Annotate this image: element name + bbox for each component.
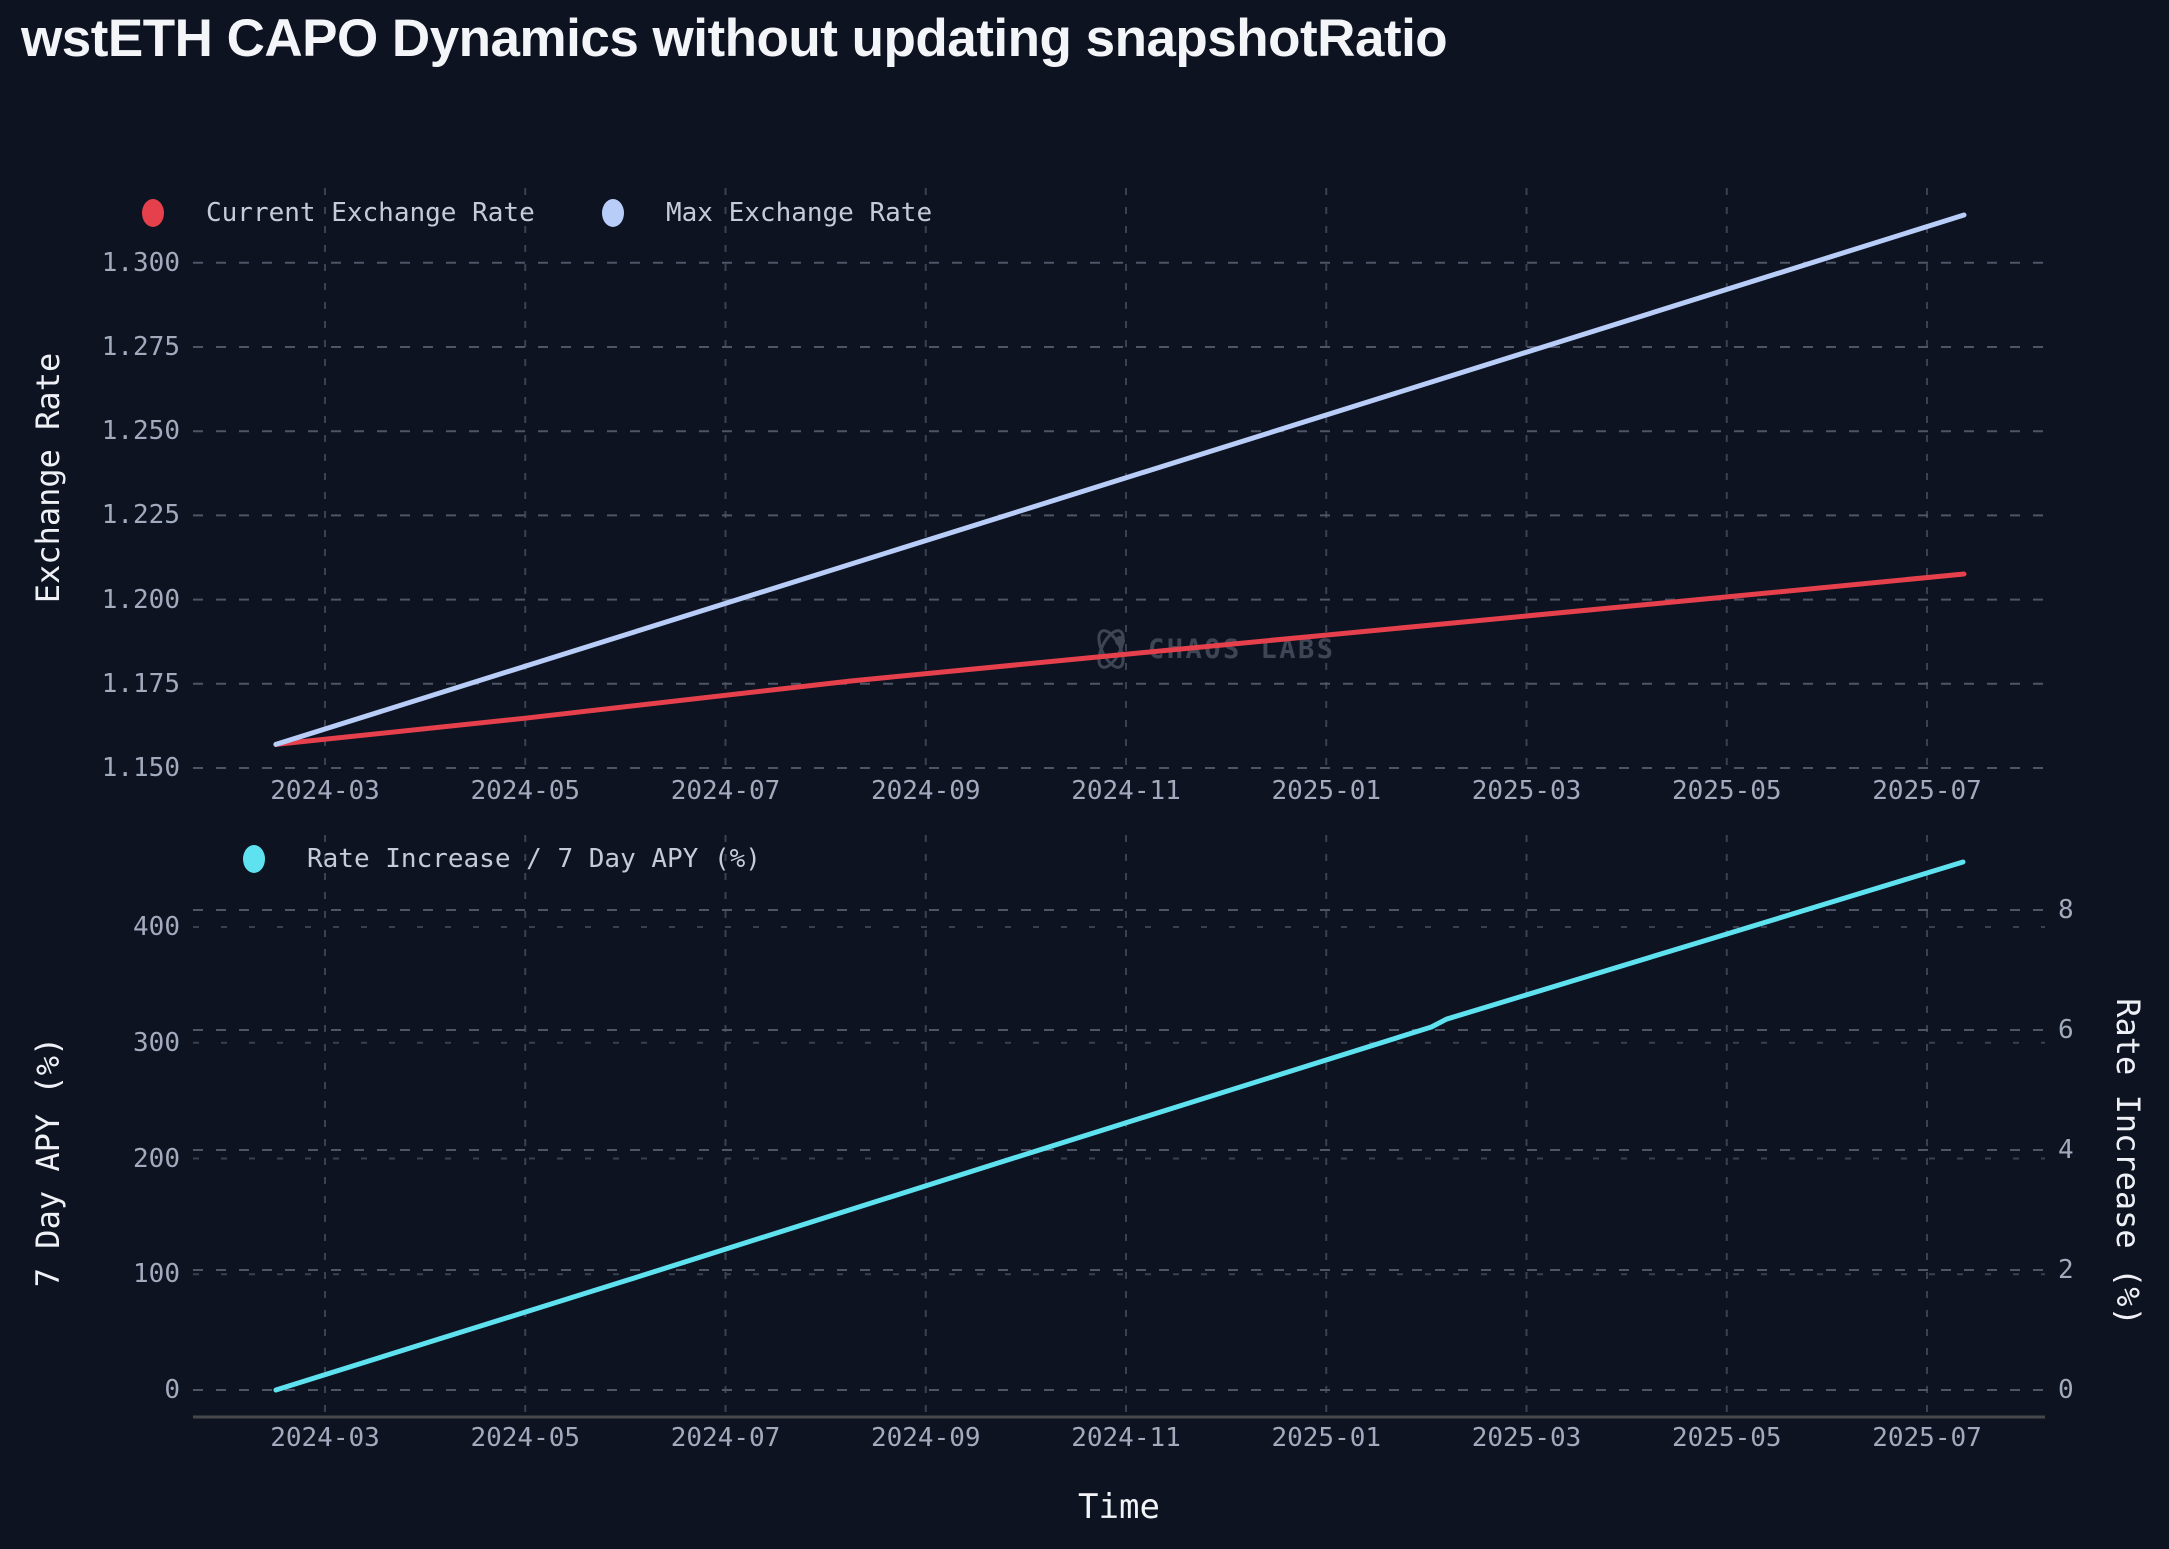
legend-marker-icon <box>142 199 164 227</box>
legend-marker-icon <box>602 199 624 227</box>
legend-label: Current Exchange Rate <box>206 198 535 228</box>
series-line-max-exchange-rate <box>273 212 1967 747</box>
series-line-current-exchange-rate <box>273 571 1967 747</box>
y-axis-title-7-day-apy: 7 Day APY (%) <box>29 1036 67 1288</box>
y-axis-title-exchange-rate: Exchange Rate <box>29 352 67 604</box>
page-title: wstETH CAPO Dynamics without updating sn… <box>21 9 1448 68</box>
x-axis-title-time: Time <box>1078 1487 1160 1527</box>
series-line-rate-increase-7-day-apy <box>273 859 1966 1393</box>
legend-item-max-exchange-rate[interactable]: Max Exchange Rate <box>602 198 933 228</box>
legend-item-rate-increase[interactable]: Rate Increase / 7 Day APY (%) <box>243 844 761 874</box>
legend-label: Rate Increase / 7 Day APY (%) <box>307 844 761 874</box>
legend-label: Max Exchange Rate <box>666 198 933 228</box>
y-axis-title-rate-increase: Rate Increase (%) <box>2109 998 2147 1326</box>
legend-item-current-exchange-rate[interactable]: Current Exchange Rate <box>142 198 535 228</box>
legend-marker-icon <box>243 845 265 873</box>
